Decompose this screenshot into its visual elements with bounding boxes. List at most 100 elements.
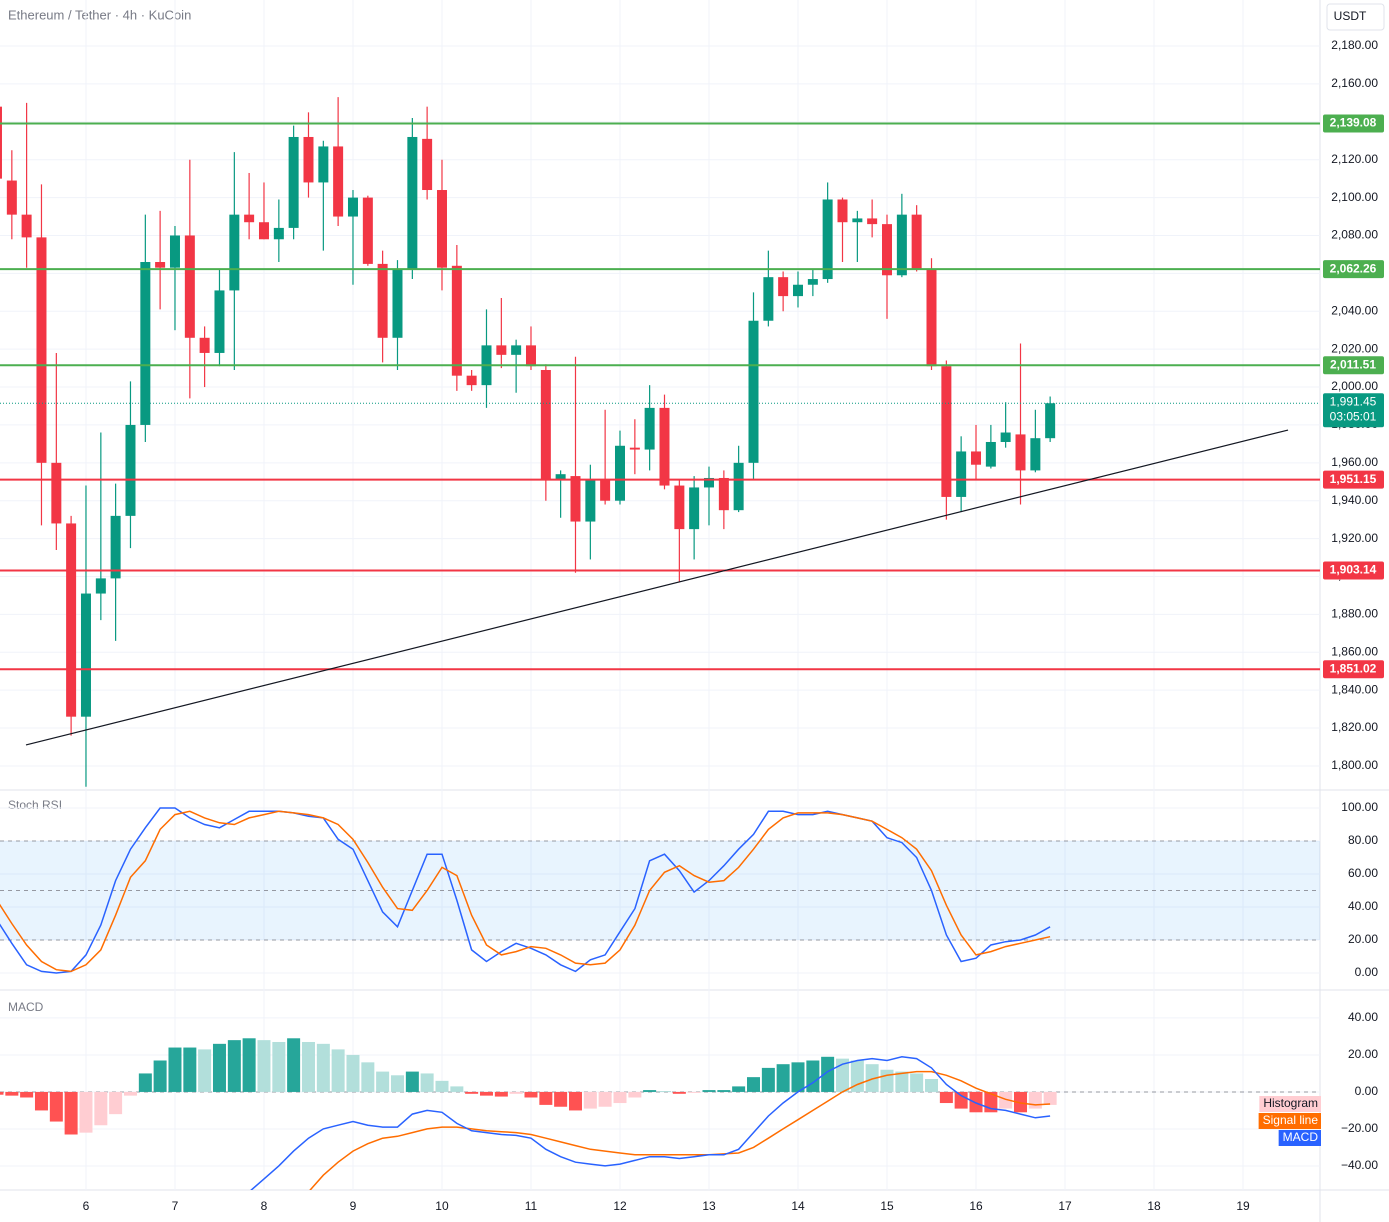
y-tick-label: 2,100.00 <box>1331 190 1378 204</box>
level-badge <box>1323 470 1384 489</box>
y-tick-label: 1,880.00 <box>1331 607 1378 621</box>
histogram-bar <box>465 1091 479 1094</box>
histogram-bar <box>0 1091 4 1095</box>
candle-body <box>867 218 878 225</box>
y-tick-label: 0.00 <box>1355 1084 1379 1098</box>
candle-body <box>1030 438 1041 471</box>
candle-body <box>1015 434 1026 471</box>
histogram-bar <box>746 1077 760 1092</box>
x-tick-label: 17 <box>1058 1199 1072 1213</box>
candle-body <box>1045 403 1056 439</box>
histogram-bar <box>79 1091 93 1133</box>
candle-body <box>570 476 581 522</box>
level-badge <box>1323 660 1384 679</box>
candle-body <box>392 269 403 338</box>
histogram-bar <box>999 1091 1013 1109</box>
candle-body <box>911 214 922 270</box>
last-price-label: 1,991.45 <box>1330 394 1377 408</box>
axes: 6 7 8 9 10 11 12 13 14 15 16 17 18 19 1,800.00 1,820.00… <box>83 38 1384 1213</box>
histogram-bar <box>138 1073 152 1092</box>
histogram-bar <box>183 1047 197 1092</box>
candle-body <box>244 214 255 223</box>
y-tick-label: 20.00 <box>1348 1047 1378 1061</box>
level-label: 1,903.14 <box>1330 563 1377 577</box>
candle-body <box>422 138 433 191</box>
histogram-bar <box>554 1091 568 1107</box>
candle-body <box>496 345 507 355</box>
histogram-bar <box>939 1091 953 1104</box>
x-tick-label: 18 <box>1147 1199 1161 1213</box>
candle-body <box>837 199 848 223</box>
y-tick-label: 1,800.00 <box>1331 758 1378 772</box>
candle-body <box>778 277 789 297</box>
candle-body <box>733 462 744 511</box>
y-tick-label: 2,040.00 <box>1331 303 1378 317</box>
candle-body <box>184 235 195 338</box>
histogram-bar <box>539 1091 553 1105</box>
histogram-bar <box>94 1091 108 1126</box>
histogram-bar <box>450 1086 464 1092</box>
histogram-bar <box>880 1069 894 1092</box>
histogram-bar <box>316 1043 330 1092</box>
unit-box[interactable] <box>1326 3 1385 31</box>
candle-body <box>852 218 863 223</box>
stoch-line <box>0 810 1051 973</box>
candle-body <box>971 451 982 465</box>
level-badge <box>1323 260 1384 279</box>
y-tick-label: 80.00 <box>1348 833 1378 847</box>
histogram-bar <box>494 1091 508 1097</box>
level-badge <box>1323 356 1384 375</box>
y-tick-label: 2,160.00 <box>1331 76 1378 90</box>
y-tick-label: 1,820.00 <box>1331 720 1378 734</box>
x-tick-label: 19 <box>1236 1199 1250 1213</box>
y-tick-label: 1,940.00 <box>1331 493 1378 507</box>
y-tick-label: 60.00 <box>1348 866 1378 880</box>
legend-badge <box>1278 1130 1321 1146</box>
y-tick-label: 2,180.00 <box>1331 38 1378 52</box>
histogram-bar <box>301 1041 315 1092</box>
x-tick-label: 7 <box>172 1199 179 1213</box>
legend-label: Histogram <box>1263 1096 1318 1110</box>
x-tick-label: 11 <box>525 1199 538 1213</box>
x-tick-label: 12 <box>613 1199 627 1213</box>
histogram-bar <box>509 1091 523 1094</box>
candle-body <box>377 263 388 338</box>
y-tick-label: 1,960.00 <box>1331 455 1378 469</box>
y-tick-label: 100.00 <box>1341 800 1378 814</box>
candle-body <box>511 345 522 355</box>
candle-body <box>362 197 373 264</box>
histogram-bar <box>331 1049 345 1092</box>
level-label: 2,011.51 <box>1330 357 1376 371</box>
legend-label: MACD <box>1283 1130 1319 1144</box>
trendline <box>25 429 1289 746</box>
candle-body <box>674 485 685 530</box>
band <box>0 840 1320 940</box>
level-label: 1,851.02 <box>1330 661 1377 675</box>
histogram-bar <box>361 1062 375 1092</box>
histogram-bar <box>954 1091 968 1109</box>
candle-body <box>451 265 462 376</box>
histogram-bar <box>34 1091 48 1111</box>
candle-body <box>585 479 596 522</box>
histogram-bar <box>420 1073 434 1092</box>
candle-body <box>718 477 729 511</box>
bar-countdown: 03:05:01 <box>1330 409 1377 423</box>
y-tick-label: 40.00 <box>1348 1010 1378 1024</box>
level-label: 2,062.26 <box>1330 261 1377 275</box>
histogram-bar <box>672 1091 686 1094</box>
histogram-bar <box>242 1038 256 1092</box>
level-badge <box>1323 114 1384 133</box>
histogram-bar <box>257 1040 271 1092</box>
histogram-bar <box>390 1075 404 1092</box>
candle-body <box>258 222 269 240</box>
candle-body <box>822 199 833 280</box>
candle-body <box>51 462 62 524</box>
y-tick-label: 1,860.00 <box>1331 644 1378 658</box>
histogram-bar <box>568 1091 582 1111</box>
histogram-bar <box>198 1049 212 1092</box>
histogram-bar <box>479 1091 493 1096</box>
candle-body <box>333 146 344 217</box>
histogram-bar <box>1043 1091 1057 1105</box>
y-tick-label: 40.00 <box>1348 899 1378 913</box>
